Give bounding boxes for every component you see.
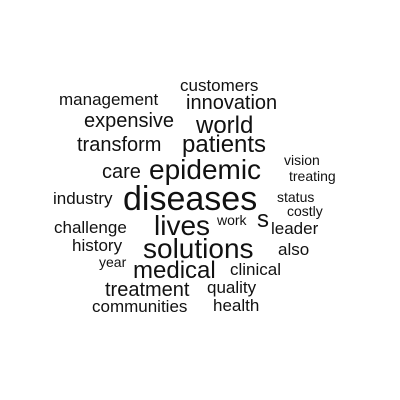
word-expensive: expensive (84, 110, 175, 132)
word-treating: treating (289, 168, 336, 184)
word-care: care (102, 161, 141, 183)
word-solutions: solutions (143, 233, 254, 264)
word-innovation: innovation (186, 92, 278, 114)
word-challenge: challenge (54, 218, 127, 237)
word-diseases: diseases (123, 180, 258, 218)
word-work: work (217, 212, 247, 228)
word-status: status (277, 189, 315, 205)
word-also: also (278, 240, 310, 259)
word-quality: quality (207, 278, 257, 297)
word-history: history (72, 236, 123, 255)
word-world: world (196, 112, 254, 139)
word-vision: vision (284, 152, 320, 168)
word-epidemic: epidemic (149, 154, 262, 185)
word-customers: customers (180, 76, 259, 95)
word-health: health (213, 296, 260, 315)
word-treatment: treatment (105, 279, 190, 301)
word-clinical: clinical (230, 260, 282, 279)
word-leader: leader (271, 219, 319, 238)
word-year: year (99, 254, 127, 270)
word-medical: medical (133, 257, 216, 284)
word-s: s (257, 206, 269, 233)
word-industry: industry (53, 189, 113, 208)
word-transform: transform (77, 134, 162, 156)
word-costly: costly (287, 203, 323, 219)
word-management: management (59, 90, 159, 109)
word-patients: patients (182, 131, 267, 158)
word-lives: lives (154, 210, 211, 241)
word-communities: communities (92, 297, 188, 316)
